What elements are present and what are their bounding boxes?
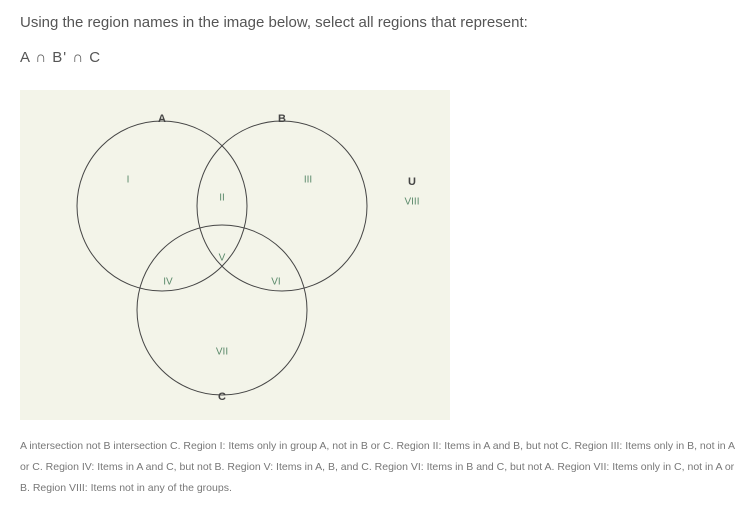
region-label-v[interactable]: V xyxy=(219,253,226,264)
region-label-vi[interactable]: VI xyxy=(271,277,280,288)
set-label-b: B xyxy=(278,113,286,125)
venn-diagram-container: ABC IIIIIIIVVVIVIIVIII U xyxy=(20,90,450,420)
set-label-a: A xyxy=(158,113,166,125)
set-expression: A ∩ B' ∩ C xyxy=(20,49,735,66)
set-label-c: C xyxy=(218,391,226,403)
region-label-ii[interactable]: II xyxy=(219,193,225,204)
region-label-i[interactable]: I xyxy=(127,175,130,186)
region-label-iii[interactable]: III xyxy=(304,175,312,186)
question-prompt: Using the region names in the image belo… xyxy=(20,14,735,31)
venn-svg: ABC IIIIIIIVVVIVIIVIII U xyxy=(20,90,450,420)
region-label-iv[interactable]: IV xyxy=(163,277,173,288)
region-label-viii[interactable]: VIII xyxy=(404,197,419,208)
set-circle-c xyxy=(137,225,307,395)
universe-label: U xyxy=(408,176,416,188)
diagram-description: A intersection not B intersection C. Reg… xyxy=(20,436,735,499)
region-label-vii[interactable]: VII xyxy=(216,347,228,358)
